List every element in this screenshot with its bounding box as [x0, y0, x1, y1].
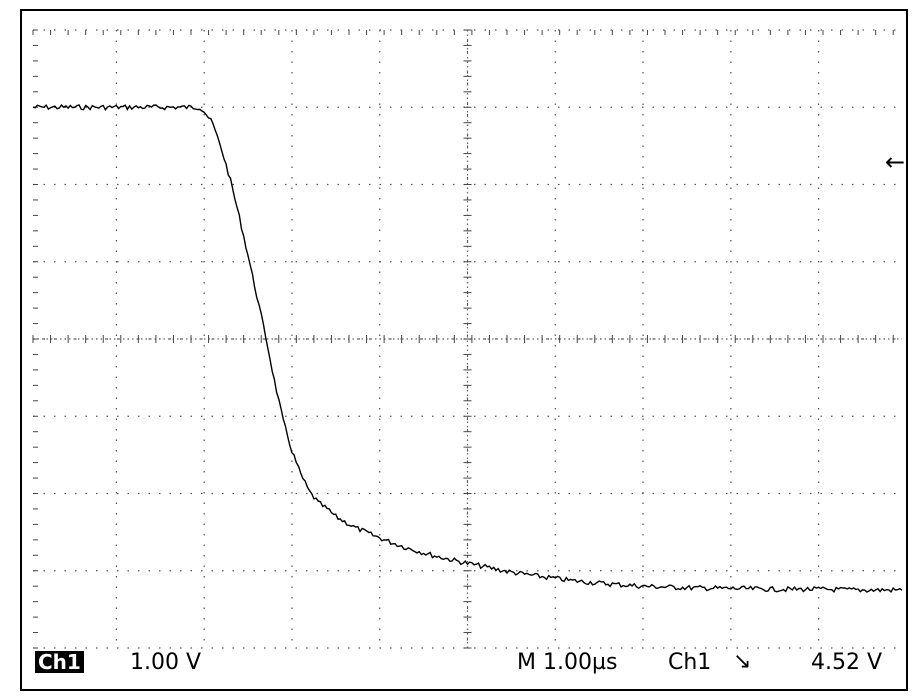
- waveform-trace-group: [32, 103, 903, 594]
- graticule: [32, 29, 902, 649]
- trigger-slope-icon: ↘: [733, 649, 752, 674]
- volts-per-div-readout: 1.00 V: [130, 650, 202, 675]
- channel-label: Ch1: [35, 651, 84, 673]
- trigger-source-readout: Ch1: [668, 650, 712, 675]
- trigger-level-readout: 4.52 V: [811, 650, 883, 675]
- timebase-readout: M 1.00µs: [517, 650, 618, 675]
- trigger-level-marker-icon: ←: [885, 148, 906, 176]
- screen-border: [20, 9, 908, 691]
- waveform-trace: [32, 103, 903, 594]
